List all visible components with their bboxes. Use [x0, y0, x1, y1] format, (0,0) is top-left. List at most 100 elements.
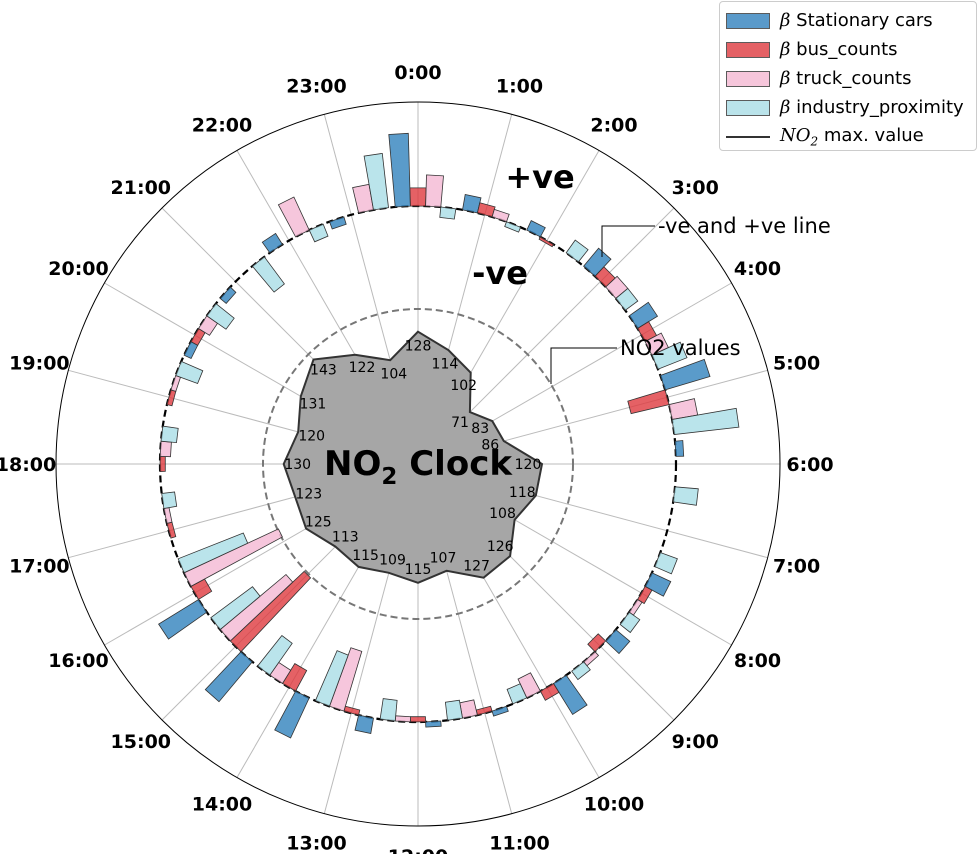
bar-stationary-cars-12	[425, 720, 442, 728]
bar-stationary-cars-15	[204, 651, 253, 703]
bar-stationary-cars-22	[261, 232, 284, 254]
outer-ring	[55, 101, 781, 827]
no2-value-label: 122	[349, 360, 376, 376]
no2-value-label: 127	[463, 559, 490, 575]
bar-stationary-cars-1	[462, 194, 482, 214]
hour-label: 14:00	[192, 794, 252, 816]
bar-bus-counts-19	[166, 389, 177, 407]
no2-value-label: 120	[298, 429, 325, 445]
bar-bus-counts-0	[409, 187, 427, 207]
no2-value-label: 118	[509, 485, 536, 501]
zero-line-annotation-pointer	[601, 225, 655, 257]
bar-industry-proximity-6	[672, 486, 699, 506]
bar-industry-proximity-14	[257, 634, 293, 676]
legend-line-swatch	[726, 135, 770, 138]
hour-label: 2:00	[590, 115, 637, 137]
hour-label: 13:00	[286, 833, 346, 854]
legend-swatch	[726, 70, 770, 87]
legend-item-stationary-cars: β Stationary cars	[726, 6, 970, 35]
no2-value-label: 125	[305, 515, 332, 531]
hour-label: 20:00	[48, 258, 108, 280]
hour-label: 3:00	[672, 177, 719, 199]
bar-stationary-cars-10	[552, 674, 588, 716]
chart-title: NO2 Clock	[324, 444, 513, 490]
bar-stationary-cars-4	[628, 301, 659, 330]
bar-industry-proximity-19	[175, 360, 204, 385]
bar-industry-proximity-13	[314, 650, 349, 707]
bar-industry-proximity-1	[504, 221, 522, 233]
no2-max-polygon	[282, 330, 544, 584]
no2-value-label: 83	[471, 421, 489, 437]
bar-bus-counts-1	[476, 202, 496, 218]
bar-stationary-cars-23	[328, 216, 347, 230]
bar-truck-counts-18	[159, 440, 172, 458]
bar-truck-counts-8	[628, 598, 643, 616]
bar-industry-proximity-23	[363, 152, 389, 211]
no2-value-label: 71	[451, 415, 469, 431]
bar-bus-counts-10	[539, 682, 560, 701]
legend-swatch	[726, 12, 770, 29]
no2-value-label: 109	[379, 552, 406, 568]
bar-industry-proximity-7	[654, 551, 678, 575]
hour-label: 23:00	[286, 75, 346, 97]
bar-industry-proximity-20	[206, 303, 235, 330]
bar-truck-counts-15	[219, 573, 294, 642]
bar-industry-proximity-3	[615, 287, 639, 311]
no2-value-label: 115	[405, 562, 432, 578]
bar-industry-proximity-21	[251, 256, 285, 293]
bar-stationary-cars-8	[644, 572, 672, 597]
no2-value-label: 128	[405, 339, 432, 355]
no2-scale-ring	[262, 308, 574, 620]
bar-bus-counts-8	[636, 585, 653, 605]
bar-industry-proximity-0	[439, 206, 457, 220]
bar-industry-proximity-17	[161, 491, 178, 509]
bar-bus-counts-13	[343, 705, 361, 716]
no2-value-label: 107	[430, 550, 457, 566]
bar-stationary-cars-14	[274, 690, 310, 739]
hour-label: 16:00	[48, 650, 108, 672]
no2-value-label: 126	[487, 539, 514, 555]
bar-stationary-cars-13	[354, 714, 374, 734]
bar-stationary-cars-9	[605, 629, 631, 655]
hour-label: 15:00	[111, 731, 171, 753]
hour-label: 5:00	[773, 353, 820, 375]
legend-label: β industry_proximity	[780, 97, 964, 118]
hour-label: 4:00	[734, 258, 781, 280]
bar-bus-counts-9	[587, 633, 607, 653]
bar-truck-counts-0	[425, 174, 444, 208]
bar-stationary-cars-16	[158, 598, 208, 640]
bar-bus-counts-2	[538, 236, 555, 248]
hour-label: 18:00	[0, 454, 56, 476]
bar-truck-counts-22	[277, 196, 310, 238]
no2-annotation: NO2 values	[620, 336, 741, 360]
bar-stationary-cars-5	[659, 358, 711, 391]
no2-value-label: 114	[432, 357, 459, 373]
legend-label: β Stationary cars	[780, 10, 933, 31]
bar-truck-counts-11	[459, 699, 478, 719]
no2-value-label: 104	[380, 367, 407, 383]
legend-item-truck-counts: β truck_counts	[726, 64, 970, 93]
bar-bus-counts-14	[281, 663, 308, 692]
bar-bus-counts-5	[627, 389, 670, 415]
bar-industry-proximity-12	[379, 698, 398, 722]
bar-stationary-cars-21	[219, 286, 237, 304]
bar-truck-counts-13	[328, 647, 363, 712]
bar-industry-proximity-2	[565, 239, 589, 263]
bar-truck-counts-12	[394, 715, 412, 723]
hour-label: 21:00	[111, 177, 171, 199]
hour-label: 9:00	[672, 731, 719, 753]
legend-label: β bus_counts	[780, 39, 898, 60]
hour-label: 8:00	[734, 650, 781, 672]
bar-industry-proximity-5	[671, 407, 740, 435]
no2-value-label: 143	[310, 362, 337, 378]
bar-stationary-cars-3	[583, 247, 612, 277]
bar-bus-counts-12	[409, 716, 427, 723]
hour-label: 10:00	[584, 794, 644, 816]
bar-bus-counts-18	[159, 455, 166, 473]
bar-truck-counts-17	[163, 507, 173, 524]
legend-label: NO2 max. value	[780, 124, 924, 149]
bar-stationary-cars-0	[388, 132, 411, 208]
bar-industry-proximity-18	[160, 425, 179, 444]
